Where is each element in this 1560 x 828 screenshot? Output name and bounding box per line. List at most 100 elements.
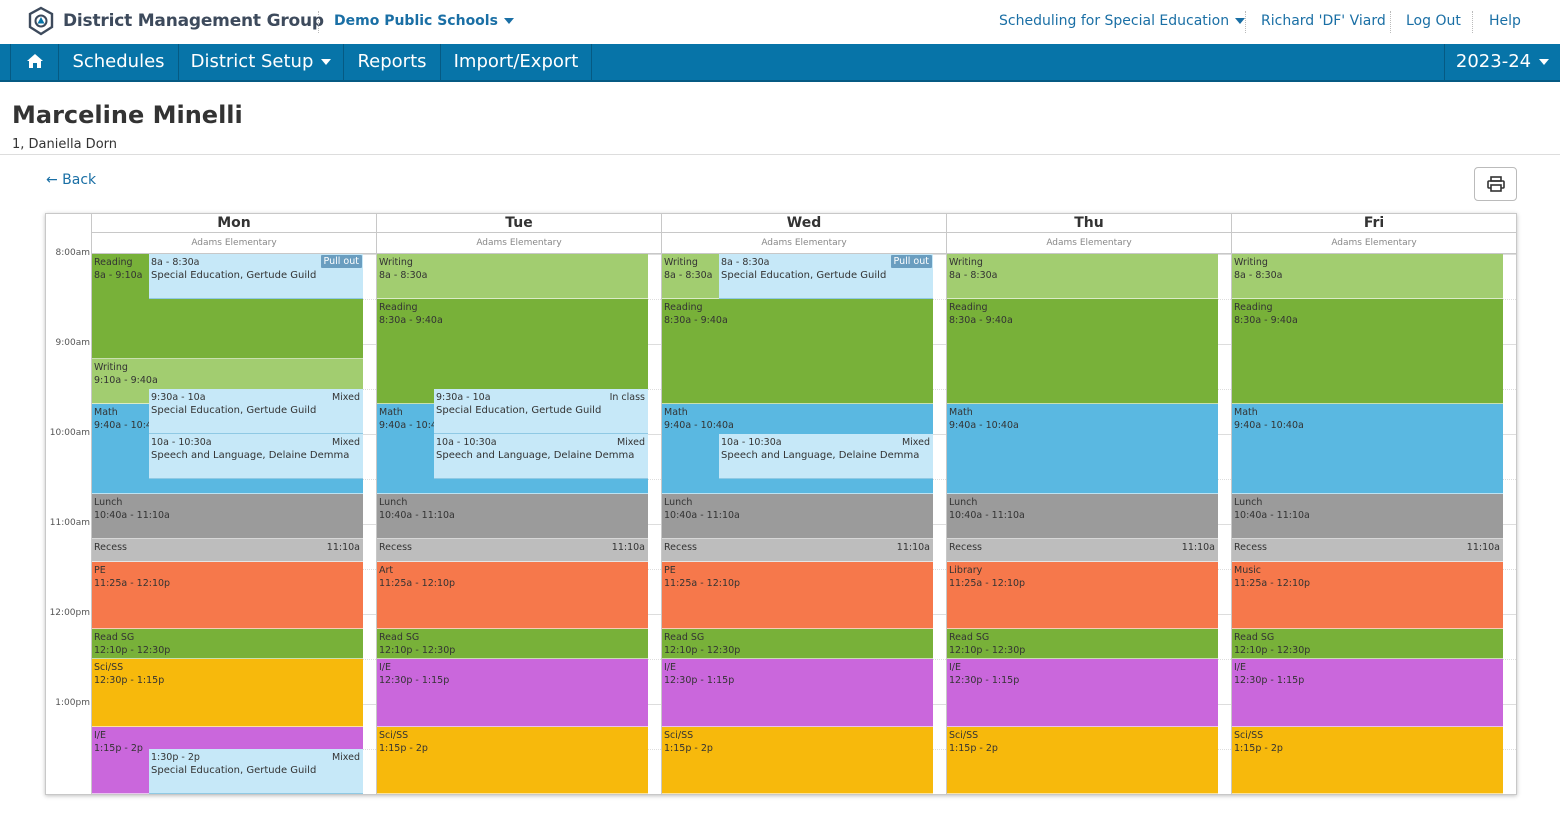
- class-block[interactable]: Library 11:25a - 12:10p: [947, 561, 1218, 629]
- class-block[interactable]: Reading 8:30a - 9:40a: [662, 299, 933, 404]
- block-time: 8:30a - 9:40a: [1234, 315, 1298, 326]
- service-time: 9:30a - 10a: [436, 392, 491, 403]
- service-mode-badge: Mixed: [331, 752, 360, 763]
- service-time: 8a - 8:30a: [151, 257, 200, 268]
- service-block[interactable]: 10a - 10:30a Speech and Language, Delaine…: [149, 434, 363, 479]
- block-title: Writing: [664, 257, 698, 268]
- module-selector[interactable]: Scheduling for Special Education: [999, 13, 1246, 29]
- class-block[interactable]: Lunch 10:40a - 11:10a: [1232, 494, 1503, 539]
- gridline: [1232, 794, 1516, 795]
- divider: [1472, 11, 1473, 33]
- service-title: Speech and Language, Delaine Demma: [151, 450, 350, 461]
- class-block[interactable]: Sci/SS 1:15p - 2p: [377, 726, 648, 794]
- class-block[interactable]: Read SG 12:10p - 12:30p: [92, 629, 363, 659]
- block-time: 12:10p - 12:30p: [949, 645, 1026, 656]
- class-block[interactable]: I/E 12:30p - 1:15p: [1232, 659, 1503, 727]
- class-block[interactable]: Sci/SS 1:15p - 2p: [947, 726, 1218, 794]
- class-block[interactable]: Read SG 12:10p - 12:30p: [1232, 629, 1503, 659]
- block-time: 11:25a - 12:10p: [94, 577, 171, 589]
- class-block[interactable]: Recess 11:10a: [947, 539, 1218, 562]
- user-link[interactable]: Richard 'DF' Viard: [1261, 13, 1386, 29]
- home-icon: [26, 53, 43, 68]
- class-block[interactable]: Music 11:25a - 12:10p: [1232, 561, 1503, 629]
- class-block[interactable]: Lunch 10:40a - 11:10a: [377, 494, 648, 539]
- block-time: 1:15p - 2p: [94, 742, 143, 754]
- class-block[interactable]: Read SG 12:10p - 12:30p: [377, 629, 648, 659]
- block-title: Reading: [379, 302, 418, 313]
- block-time: 11:25a - 12:10p: [664, 577, 741, 589]
- print-button[interactable]: [1474, 167, 1517, 201]
- nav-import-export[interactable]: Import/Export: [453, 51, 579, 72]
- class-block[interactable]: PE 11:25a - 12:10p: [92, 561, 363, 629]
- class-block[interactable]: Recess 11:10a: [377, 539, 648, 562]
- block-title: Lunch: [1234, 497, 1263, 508]
- class-block[interactable]: Recess 11:10a: [1232, 539, 1503, 562]
- class-block[interactable]: Writing 8a - 8:30a: [377, 254, 648, 299]
- home-button[interactable]: [11, 44, 58, 80]
- class-block[interactable]: Writing 8a - 8:30a: [1232, 254, 1503, 299]
- class-block[interactable]: Reading 8:30a - 9:40a: [1232, 299, 1503, 404]
- district-selector[interactable]: Demo Public Schools: [334, 13, 514, 29]
- day-header: Fri: [1232, 214, 1516, 233]
- block-title: Reading: [949, 302, 988, 313]
- service-block[interactable]: 8a - 8:30a Special Education, Gertude Gui…: [149, 254, 363, 299]
- help-link[interactable]: Help: [1489, 13, 1521, 29]
- nav-schedules[interactable]: Schedules: [72, 51, 165, 72]
- block-time: 8:30a - 9:40a: [664, 315, 728, 326]
- class-block[interactable]: Art 11:25a - 12:10p: [377, 561, 648, 629]
- back-link[interactable]: ← Back: [46, 172, 97, 188]
- day-header: Mon: [92, 214, 376, 233]
- day-body: Writing 8a - 8:30a Reading 8:30a - 9:40a Mat…: [377, 254, 661, 794]
- nav-divider: [1444, 44, 1445, 80]
- class-block[interactable]: I/E 12:30p - 1:15p: [377, 659, 648, 727]
- block-time: 12:30p - 1:15p: [664, 675, 735, 686]
- day-column-wed: Wed Adams Elementary Writing 8a - 8:30a Read…: [662, 214, 947, 794]
- class-block[interactable]: I/E 12:30p - 1:15p: [662, 659, 933, 727]
- block-time: 1:15p - 2p: [949, 742, 998, 754]
- class-block[interactable]: PE 11:25a - 12:10p: [662, 561, 933, 629]
- class-block[interactable]: Math 9:40a - 10:40a: [1232, 404, 1503, 494]
- block-title: Math: [949, 407, 973, 418]
- service-block[interactable]: 1:30p - 2p Special Education, Gertude Gui…: [149, 749, 363, 794]
- school-name: Adams Elementary: [662, 233, 946, 254]
- service-block[interactable]: 10a - 10:30a Speech and Language, Delaine…: [719, 434, 933, 479]
- class-block[interactable]: Sci/SS 1:15p - 2p: [662, 726, 933, 794]
- nav-reports[interactable]: Reports: [357, 51, 427, 72]
- class-block[interactable]: Writing 8a - 8:30a: [947, 254, 1218, 299]
- day-header: Wed: [662, 214, 946, 233]
- block-title: I/E: [664, 662, 677, 673]
- time-label: 10:00am: [49, 428, 90, 438]
- class-block[interactable]: Recess 11:10a: [662, 539, 933, 562]
- block-title: Recess: [949, 542, 982, 553]
- class-block[interactable]: Read SG 12:10p - 12:30p: [947, 629, 1218, 659]
- class-block[interactable]: Reading 8:30a - 9:40a: [947, 299, 1218, 404]
- class-block[interactable]: Recess 11:10a: [92, 539, 363, 562]
- block-time: 8a - 8:30a: [1234, 270, 1283, 281]
- class-block[interactable]: Sci/SS 12:30p - 1:15p: [92, 659, 363, 727]
- block-time: 12:10p - 12:30p: [94, 645, 171, 656]
- class-block[interactable]: Lunch 10:40a - 11:10a: [947, 494, 1218, 539]
- main-nav: Schedules District Setup Reports Import/…: [0, 44, 1560, 82]
- gridline: [947, 794, 1231, 795]
- class-block[interactable]: Sci/SS 1:15p - 2p: [1232, 726, 1503, 794]
- class-block[interactable]: Math 9:40a - 10:40a: [947, 404, 1218, 494]
- class-block[interactable]: I/E 12:30p - 1:15p: [947, 659, 1218, 727]
- class-block[interactable]: Lunch 10:40a - 11:10a: [662, 494, 933, 539]
- gridline: [377, 794, 661, 795]
- nav-district-setup-label: District Setup: [190, 51, 314, 72]
- service-block[interactable]: 9:30a - 10a Special Education, Gertude Gu…: [149, 389, 363, 434]
- class-block[interactable]: Lunch 10:40a - 11:10a: [92, 494, 363, 539]
- brand-name[interactable]: District Management Group: [63, 11, 324, 31]
- service-block[interactable]: 9:30a - 10a Special Education, Gertude Gu…: [434, 389, 648, 434]
- block-time: 8a - 8:30a: [949, 270, 998, 281]
- day-header: Tue: [377, 214, 661, 233]
- nav-divider: [178, 44, 179, 80]
- nav-district-setup[interactable]: District Setup: [179, 44, 343, 80]
- year-selector[interactable]: 2023-24: [1445, 44, 1560, 80]
- block-start-time: 11:10a: [611, 542, 645, 553]
- block-time: 10:40a - 11:10a: [94, 510, 170, 521]
- logout-link[interactable]: Log Out: [1406, 13, 1461, 29]
- service-block[interactable]: 8a - 8:30a Special Education, Gertude Gui…: [719, 254, 933, 299]
- class-block[interactable]: Read SG 12:10p - 12:30p: [662, 629, 933, 659]
- service-block[interactable]: 10a - 10:30a Speech and Language, Delaine…: [434, 434, 648, 479]
